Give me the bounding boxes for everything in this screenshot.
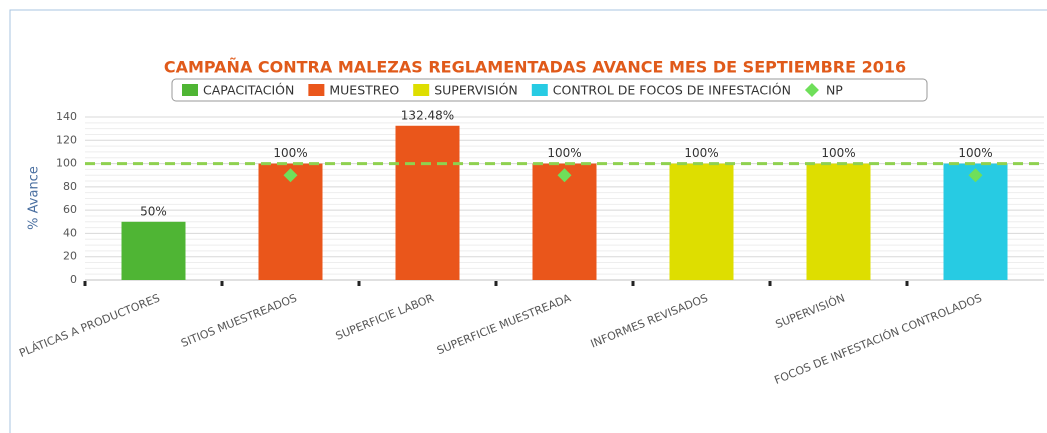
legend-label: CAPACITACIÓN — [203, 83, 294, 98]
x-tick — [83, 281, 87, 286]
bar — [806, 163, 871, 280]
data-label: 100% — [958, 146, 992, 160]
data-label: 132.48% — [401, 108, 454, 122]
legend-symbol — [182, 84, 198, 96]
data-label: 100% — [684, 146, 718, 160]
data-label: 100% — [547, 146, 581, 160]
bar — [395, 125, 460, 280]
x-tick-label: INFORMES REVISADOS — [589, 292, 710, 351]
chart-title: CAMPAÑA CONTRA MALEZAS REGLAMENTADAS AVA… — [164, 58, 906, 77]
legend-symbol — [531, 84, 548, 96]
x-tick — [631, 281, 635, 286]
data-label: 100% — [273, 146, 307, 160]
y-axis-label: % Avance — [27, 166, 42, 230]
legend-symbol — [804, 83, 819, 97]
x-tick — [357, 281, 361, 286]
legend-label: MUESTREO — [329, 83, 399, 98]
frame — [9, 9, 1047, 433]
y-tick-label: 60 — [63, 203, 77, 216]
legend-label: NP — [826, 83, 843, 98]
bar — [532, 163, 597, 280]
x-tick-label: SUPERVISIÓN — [774, 292, 847, 332]
np-marker — [557, 168, 572, 183]
bar — [258, 163, 323, 280]
y-tick-label: 0 — [70, 273, 77, 286]
bar — [943, 163, 1008, 280]
legend-symbol — [413, 84, 430, 96]
data-label: 100% — [821, 146, 855, 160]
legend-label: CONTROL DE FOCOS DE INFESTACIÓN — [553, 83, 791, 98]
y-tick-label: 20 — [63, 250, 77, 263]
legend-label: SUPERVISIÓN — [434, 83, 518, 98]
x-tick — [494, 281, 498, 286]
y-tick-label: 120 — [56, 133, 77, 146]
x-tick-label: PLÁTICAS A PRODUCTORES — [17, 292, 161, 360]
y-tick-label: 80 — [63, 180, 77, 193]
legend-box — [171, 78, 928, 102]
x-tick-label: SITIOS MUESTREADOS — [179, 292, 299, 350]
y-tick-label: 100 — [56, 157, 77, 170]
bar — [121, 221, 186, 280]
y-tick-label: 140 — [56, 110, 77, 123]
legend-symbol — [308, 84, 325, 96]
x-tick-label: SUPERFICIE MUESTREADA — [435, 291, 573, 357]
bar — [669, 163, 734, 280]
x-tick — [220, 281, 224, 286]
np-marker — [283, 168, 298, 183]
y-tick-label: 40 — [63, 226, 77, 239]
x-tick — [905, 281, 909, 286]
x-tick — [768, 281, 772, 286]
x-tick-label: SUPERFICIE LABOR — [334, 291, 436, 342]
np-marker — [968, 168, 983, 183]
data-label: 50% — [140, 204, 167, 218]
